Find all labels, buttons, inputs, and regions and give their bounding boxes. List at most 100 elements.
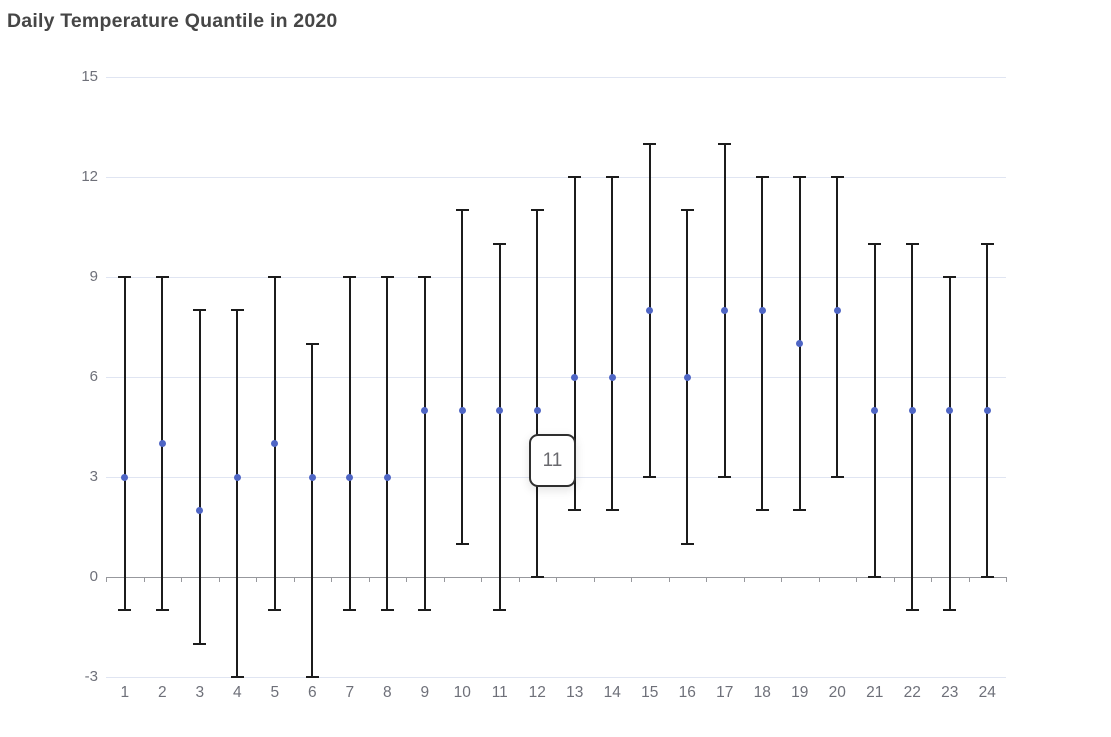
errorbar-whisker-10[interactable]	[461, 210, 464, 544]
errorbar-cap-top-22[interactable]	[905, 242, 919, 245]
errorbar-whisker-20[interactable]	[836, 177, 839, 477]
errorbar-cap-bottom-4[interactable]	[230, 676, 244, 678]
errorbar-cap-bottom-3[interactable]	[193, 642, 207, 645]
x-axis-tick-mark	[968, 577, 970, 582]
errorbar-cap-top-17[interactable]	[718, 142, 732, 145]
errorbar-cap-bottom-23[interactable]	[943, 609, 957, 612]
errorbar-whisker-22[interactable]	[911, 243, 914, 611]
errorbar-cap-top-13[interactable]	[568, 176, 582, 178]
errorbar-cap-top-16[interactable]	[680, 209, 694, 212]
median-dot-17[interactable]	[721, 306, 729, 314]
errorbar-cap-top-9[interactable]	[418, 276, 432, 278]
median-dot-15[interactable]	[646, 306, 654, 314]
errorbar-cap-bottom-17[interactable]	[718, 476, 732, 478]
errorbar-cap-top-12[interactable]	[530, 209, 544, 212]
errorbar-whisker-6[interactable]	[311, 343, 314, 677]
tooltip-value: 11	[542, 449, 563, 471]
errorbar-cap-top-6[interactable]	[305, 342, 319, 345]
median-dot-14[interactable]	[608, 373, 616, 381]
median-dot-18[interactable]	[758, 306, 766, 314]
errorbar-cap-bottom-20[interactable]	[830, 476, 844, 478]
median-dot-19[interactable]	[796, 340, 804, 348]
errorbar-cap-bottom-21[interactable]	[868, 576, 882, 578]
errorbar-cap-bottom-19[interactable]	[793, 509, 807, 512]
errorbar-cap-bottom-6[interactable]	[305, 676, 319, 678]
errorbar-whisker-18[interactable]	[761, 177, 764, 511]
errorbar-whisker-4[interactable]	[236, 310, 239, 677]
y-axis-tick-label: 0	[89, 568, 98, 585]
median-dot-1[interactable]	[121, 473, 129, 481]
errorbar-whisker-13[interactable]	[573, 177, 576, 511]
x-axis-category-label: 10	[453, 684, 471, 701]
errorbar-cap-top-20[interactable]	[830, 176, 844, 178]
errorbar-cap-top-15[interactable]	[643, 142, 657, 145]
errorbar-whisker-3[interactable]	[198, 310, 201, 644]
errorbar-cap-bottom-15[interactable]	[643, 476, 657, 478]
errorbar-whisker-23[interactable]	[948, 277, 951, 611]
errorbar-whisker-8[interactable]	[386, 277, 389, 611]
errorbar-cap-bottom-16[interactable]	[680, 542, 694, 545]
errorbar-whisker-12[interactable]	[536, 210, 539, 577]
errorbar-cap-top-5[interactable]	[268, 276, 282, 278]
median-dot-5[interactable]	[271, 440, 279, 448]
errorbar-cap-top-8[interactable]	[380, 276, 394, 278]
median-dot-24[interactable]	[983, 406, 991, 414]
errorbar-cap-bottom-18[interactable]	[755, 509, 769, 512]
errorbar-whisker-1[interactable]	[123, 277, 126, 611]
errorbar-whisker-9[interactable]	[423, 277, 426, 611]
median-dot-22[interactable]	[908, 406, 916, 414]
errorbar-whisker-7[interactable]	[348, 277, 351, 611]
x-axis-category-label: 12	[528, 684, 546, 701]
median-dot-3[interactable]	[196, 506, 204, 514]
errorbar-cap-top-2[interactable]	[155, 276, 169, 278]
errorbar-cap-top-1[interactable]	[118, 276, 132, 278]
errorbar-cap-bottom-24[interactable]	[980, 576, 994, 578]
errorbar-cap-bottom-13[interactable]	[568, 509, 582, 512]
median-dot-7[interactable]	[346, 473, 354, 481]
median-dot-11[interactable]	[496, 406, 504, 414]
errorbar-cap-top-18[interactable]	[755, 176, 769, 178]
median-dot-2[interactable]	[158, 440, 166, 448]
errorbar-cap-top-7[interactable]	[343, 276, 357, 278]
errorbar-cap-bottom-22[interactable]	[905, 609, 919, 612]
median-dot-12[interactable]	[533, 406, 541, 414]
errorbar-whisker-11[interactable]	[498, 243, 501, 611]
errorbar-cap-top-24[interactable]	[980, 242, 994, 245]
errorbar-cap-top-3[interactable]	[193, 309, 207, 312]
median-dot-16[interactable]	[683, 373, 691, 381]
errorbar-cap-top-10[interactable]	[455, 209, 469, 212]
errorbar-cap-bottom-11[interactable]	[493, 609, 507, 612]
errorbar-cap-top-19[interactable]	[793, 176, 807, 178]
errorbar-whisker-14[interactable]	[611, 177, 614, 511]
errorbar-cap-top-23[interactable]	[943, 276, 957, 278]
errorbar-cap-top-14[interactable]	[605, 176, 619, 178]
median-dot-4[interactable]	[233, 473, 241, 481]
errorbar-cap-bottom-1[interactable]	[118, 609, 132, 612]
errorbar-cap-bottom-12[interactable]	[530, 576, 544, 578]
errorbar-cap-top-4[interactable]	[230, 309, 244, 312]
x-axis-tick-mark	[518, 577, 520, 582]
x-axis-tick-mark	[218, 577, 220, 582]
errorbar-cap-bottom-14[interactable]	[605, 509, 619, 512]
x-axis-category-label: 17	[716, 684, 734, 701]
median-dot-21[interactable]	[871, 406, 879, 414]
median-dot-20[interactable]	[833, 306, 841, 314]
median-dot-23[interactable]	[946, 406, 954, 414]
median-dot-9[interactable]	[421, 406, 429, 414]
median-dot-6[interactable]	[308, 473, 316, 481]
median-dot-10[interactable]	[458, 406, 466, 414]
median-dot-8[interactable]	[383, 473, 391, 481]
errorbar-cap-bottom-10[interactable]	[455, 542, 469, 545]
median-dot-13[interactable]	[571, 373, 579, 381]
errorbar-cap-top-11[interactable]	[493, 242, 507, 245]
errorbar-cap-bottom-2[interactable]	[155, 609, 169, 612]
errorbar-cap-bottom-5[interactable]	[268, 609, 282, 612]
errorbar-cap-bottom-7[interactable]	[343, 609, 357, 612]
gridline-y-12	[106, 177, 1006, 178]
x-axis-category-label: 21	[866, 684, 884, 701]
x-axis-category-label: 6	[307, 684, 317, 701]
errorbar-cap-bottom-8[interactable]	[380, 609, 394, 612]
errorbar-cap-bottom-9[interactable]	[418, 609, 432, 612]
errorbar-cap-top-21[interactable]	[868, 242, 882, 245]
x-axis-tick-mark	[556, 577, 557, 582]
